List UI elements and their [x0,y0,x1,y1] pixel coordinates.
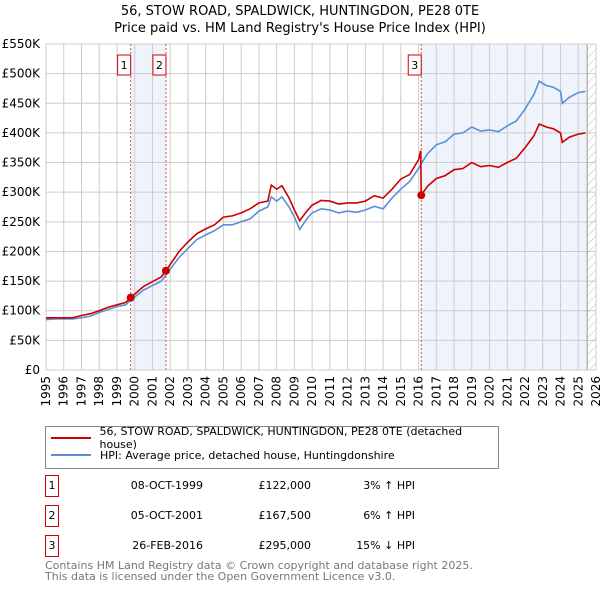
transaction-price: £295,000 [258,539,312,552]
shaded-region [130,44,166,370]
legend-label: 56, STOW ROAD, SPALDWICK, HUNTINGDON, PE… [99,425,463,451]
x-tick-label: 2021 [500,376,514,407]
transaction-hpi: 15% ↓ HPI [356,539,415,552]
x-tick-label: 1996 [57,376,71,407]
sale-marker-label: 2 [156,59,163,72]
y-tick-label: £350K [2,156,42,170]
legend-item-hpi: HPI: Average price, detached house, Hunt… [51,447,395,463]
x-tick-label: 1997 [74,376,88,407]
transaction-hpi: 3% ↑ HPI [363,479,415,492]
x-tick-label: 2009 [287,376,301,407]
x-tick-label: 2018 [447,376,461,407]
series-line [45,80,586,321]
x-tick-label: 2010 [305,376,319,407]
x-tick-label: 1999 [110,376,124,407]
x-tick-label: 2002 [163,376,177,407]
x-tick-label: 1995 [39,376,53,407]
x-tick-label: 2017 [429,376,443,407]
sale-marker-label: 3 [411,59,418,72]
footer: Contains HM Land Registry data © Crown c… [45,560,473,582]
sale-point [161,266,170,275]
y-tick-label: £50K [9,333,41,347]
chart-subtitle: Price paid vs. HM Land Registry's House … [114,21,486,36]
x-tick-label: 2016 [412,376,426,407]
transaction-price: £122,000 [258,479,312,492]
x-tick-label: 2019 [465,376,479,407]
x-tick-label: 2007 [252,376,266,407]
x-tick-label: 2011 [323,376,337,407]
footer-line: Contains HM Land Registry data © Crown c… [45,559,473,572]
transaction-marker: 3 [45,535,59,557]
transaction-marker: 1 [45,475,59,497]
x-tick-label: 2013 [358,376,372,407]
y-tick-label: £200K [2,244,42,258]
x-tick-label: 2006 [234,376,248,407]
transaction-row: 2 05-OCT-2001 £167,500 6% ↑ HPI [45,505,545,527]
transaction-date: 05-OCT-2001 [130,509,203,522]
x-tick-label: 2025 [571,376,585,407]
transaction-date: 08-OCT-1999 [130,479,203,492]
x-tick-label: 2014 [376,376,390,407]
chart-title: 56, STOW ROAD, SPALDWICK, HUNTINGDON, PE… [120,4,480,19]
transaction-row: 3 26-FEB-2016 £295,000 15% ↓ HPI [45,535,545,557]
x-tick-label: 2003 [181,376,195,407]
x-tick-label: 2001 [145,376,159,407]
legend: 56, STOW ROAD, SPALDWICK, HUNTINGDON, PE… [45,425,499,469]
transaction-date: 26-FEB-2016 [132,539,203,552]
x-tick-label: 2026 [589,376,600,407]
price-chart: 1995 1996 1997 1998 1999 2000 2001 2002 2003 2004… [2,37,600,407]
y-tick-label: £150K [2,274,42,288]
x-tick-label: 2020 [483,376,497,407]
y-tick-label: £0 [25,363,40,377]
x-tick-label: 2004 [199,376,213,407]
x-tick-label: 2024 [554,376,568,407]
sale-point [417,191,426,200]
legend-label: HPI: Average price, detached house, Hunt… [100,448,395,462]
y-tick-label: £400K [2,126,42,140]
x-tick-label: 2005 [216,376,230,407]
sale-marker-box [407,54,422,76]
footer-line: This data is licensed under the Open Gov… [45,570,396,583]
legend-item-property: 56, STOW ROAD, SPALDWICK, HUNTINGDON, PE… [51,425,498,451]
x-tick-label: 2022 [518,376,532,407]
transaction-hpi: 6% ↑ HPI [363,509,415,522]
sale-marker-box [117,54,132,76]
transaction-price: £167,500 [258,509,312,522]
sale-marker-box [152,54,167,76]
y-tick-label: £550K [2,37,42,51]
series-line [46,122,586,319]
y-tick-label: £250K [2,215,42,229]
transaction-marker: 2 [45,505,59,527]
shaded-region [421,44,588,370]
y-tick-label: £100K [2,304,42,318]
x-tick-label: 2015 [394,376,408,407]
x-tick-label: 2008 [270,376,284,407]
x-tick-label: 2000 [128,376,142,407]
y-tick-label: £300K [2,185,42,199]
x-tick-label: 2023 [536,376,550,407]
forecast-hatch [587,44,596,370]
sale-point [126,293,135,302]
y-tick-label: £450K [2,96,42,110]
sale-marker-label: 1 [121,59,128,72]
transaction-row: 1 08-OCT-1999 £122,000 3% ↑ HPI [45,475,545,497]
x-tick-label: 2012 [341,376,355,407]
y-tick-label: £500K [2,67,42,81]
x-tick-label: 1998 [92,376,106,407]
